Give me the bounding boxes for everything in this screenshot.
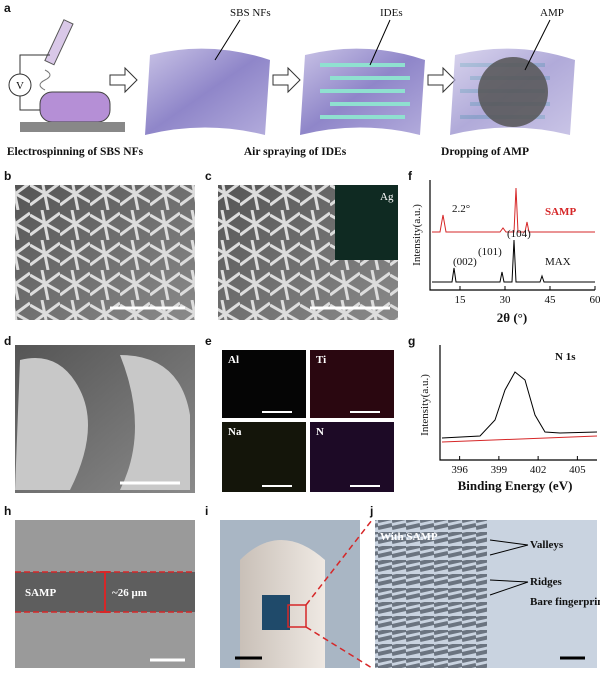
peak-label: (101) xyxy=(478,246,502,258)
annotation: N 1s xyxy=(555,351,576,363)
panel-label: h xyxy=(4,504,11,518)
panel-label: d xyxy=(4,334,11,348)
caption: Dropping of AMP xyxy=(441,146,529,158)
eds-inset xyxy=(335,185,398,260)
sheet xyxy=(145,48,270,135)
x-tick-label: 45 xyxy=(545,294,557,306)
panel-label: f xyxy=(408,169,413,183)
panel-g: g Intensity(a.u.) Binding Energy (eV) N … xyxy=(408,334,598,493)
curve-fit xyxy=(441,435,598,443)
sensor xyxy=(262,595,290,630)
caption: Air spraying of IDEs xyxy=(244,146,347,158)
panel-f: f Intensity(a.u.) 2θ (°) SAMP MAX (002) … xyxy=(408,169,600,325)
leader xyxy=(489,539,529,596)
legend-label: SAMP xyxy=(545,206,576,218)
particles xyxy=(15,355,190,490)
step-label: AMP xyxy=(540,7,564,19)
voltage-label: V xyxy=(16,80,24,92)
panel-label: g xyxy=(408,334,415,348)
peak-label: (104) xyxy=(507,228,531,240)
x-axis-label: 2θ (°) xyxy=(497,310,527,325)
step-label: SBS NFs xyxy=(230,7,271,19)
thickness-bar xyxy=(100,571,110,613)
layer-label: SAMP xyxy=(25,587,56,599)
panel-label: a xyxy=(4,1,11,15)
y-axis-label: Intensity(a.u.) xyxy=(419,374,431,436)
panel-label: i xyxy=(205,504,208,518)
collector xyxy=(39,91,111,123)
panel-label: c xyxy=(205,169,212,183)
arrows xyxy=(109,66,456,94)
peak-label: (002) xyxy=(453,256,477,268)
region-label: With SAMP xyxy=(380,531,438,543)
thickness-label: ~26 μm xyxy=(112,587,147,599)
x-tick-label: 15 xyxy=(455,294,467,306)
map-label: Ti xyxy=(316,354,326,366)
amp-drop xyxy=(478,57,548,127)
panel-a: a V SBS NFs IDEs AMP Electrospinning of … xyxy=(4,1,575,158)
legend-label: MAX xyxy=(545,256,571,268)
map-label: Na xyxy=(228,426,242,438)
map-label: Al xyxy=(228,354,239,366)
syringe xyxy=(44,19,74,66)
feature-label: Bare fingerprint xyxy=(530,596,600,608)
base xyxy=(20,122,125,132)
axis xyxy=(429,180,595,291)
jet xyxy=(39,69,51,91)
step-label: IDEs xyxy=(380,7,403,19)
x-tick-label: 396 xyxy=(451,464,468,476)
panel-label: j xyxy=(369,504,373,518)
wire xyxy=(19,54,50,111)
caption: Electrospinning of SBS NFs xyxy=(7,146,144,158)
axis xyxy=(439,345,597,461)
eds-maps xyxy=(222,350,394,492)
panel-label: e xyxy=(205,334,212,348)
x-tick-label: 402 xyxy=(530,464,547,476)
zoom-box xyxy=(287,604,307,628)
feature-label: Valleys xyxy=(530,539,564,551)
fibers xyxy=(15,185,195,320)
inset-label: Ag xyxy=(380,191,394,203)
x-tick-label: 30 xyxy=(500,294,512,306)
x-axis-label: Binding Energy (eV) xyxy=(458,478,573,493)
y-axis-label: Intensity(a.u.) xyxy=(411,204,423,266)
panel-label: b xyxy=(4,169,11,183)
curve-data xyxy=(441,371,598,439)
x-tick-label: 399 xyxy=(491,464,508,476)
leader xyxy=(214,19,551,71)
curve-max xyxy=(432,239,595,283)
feature-label: Ridges xyxy=(530,576,563,588)
zoom-lines xyxy=(305,519,373,669)
x-tick-label: 405 xyxy=(569,464,586,476)
shift-label: 2.2° xyxy=(452,203,470,215)
curve-samp xyxy=(432,187,595,233)
map-label: N xyxy=(316,426,324,438)
x-tick-label: 60 xyxy=(590,294,600,306)
samp-region xyxy=(375,520,487,668)
